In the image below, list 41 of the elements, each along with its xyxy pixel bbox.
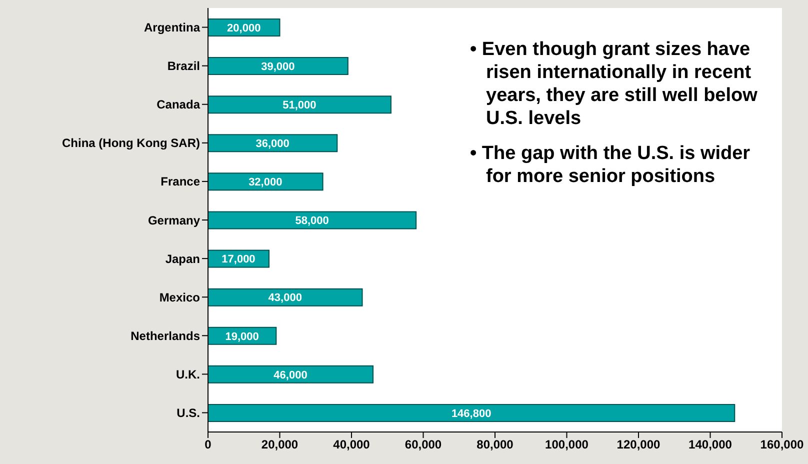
x-tick-label: 140,000 — [688, 438, 732, 452]
y-tick-label: China (Hong Kong SAR) — [62, 136, 200, 150]
bar — [208, 365, 374, 384]
annotation: • Even though grant sizes have risen internationally in recent years, they are still well below U.S. levels — [470, 38, 758, 130]
y-tick-label: Canada — [156, 98, 200, 112]
y-tick-label: France — [160, 174, 200, 189]
data-label: 39,000 — [261, 60, 295, 73]
y-tick-label: U.S. — [176, 406, 200, 420]
data-label: 58,000 — [295, 215, 329, 228]
data-label: 20,000 — [227, 22, 261, 34]
data-label: 19,000 — [225, 330, 259, 343]
data-label: 46,000 — [274, 369, 308, 382]
x-tick-label: 60,000 — [404, 438, 442, 452]
bar — [208, 96, 392, 114]
x-tick-label: 0 — [204, 438, 212, 452]
y-tick-label: Japan — [165, 252, 200, 266]
y-tick-label: U.K. — [176, 367, 200, 382]
x-tick-label: 100,000 — [545, 438, 589, 452]
y-tick-label: Mexico — [159, 290, 200, 304]
data-label: 36,000 — [256, 138, 290, 150]
data-label: 17,000 — [222, 254, 256, 266]
annotation: • The gap with the U.S. is wider for more senior positions — [470, 142, 752, 188]
x-tick-label: 20,000 — [261, 438, 298, 452]
x-tick-label: 120,000 — [616, 438, 661, 452]
bar — [208, 288, 363, 306]
bar — [208, 404, 736, 422]
bar — [208, 211, 417, 230]
x-tick-label: 160,000 — [760, 438, 804, 452]
y-tick-label: Argentina — [144, 20, 200, 35]
bar — [208, 172, 324, 191]
data-label: 51,000 — [282, 99, 316, 112]
data-label: 43,000 — [268, 292, 302, 304]
y-tick-label: Netherlands — [130, 328, 200, 343]
x-tick-label: 80,000 — [476, 438, 514, 452]
bar — [208, 57, 348, 76]
y-tick-label: Brazil — [167, 59, 200, 74]
y-tick-label: Germany — [148, 213, 200, 228]
x-tick-label: 40,000 — [333, 438, 370, 452]
data-label: 32,000 — [248, 176, 282, 189]
data-label: 146,800 — [451, 408, 492, 420]
bar — [208, 134, 338, 152]
